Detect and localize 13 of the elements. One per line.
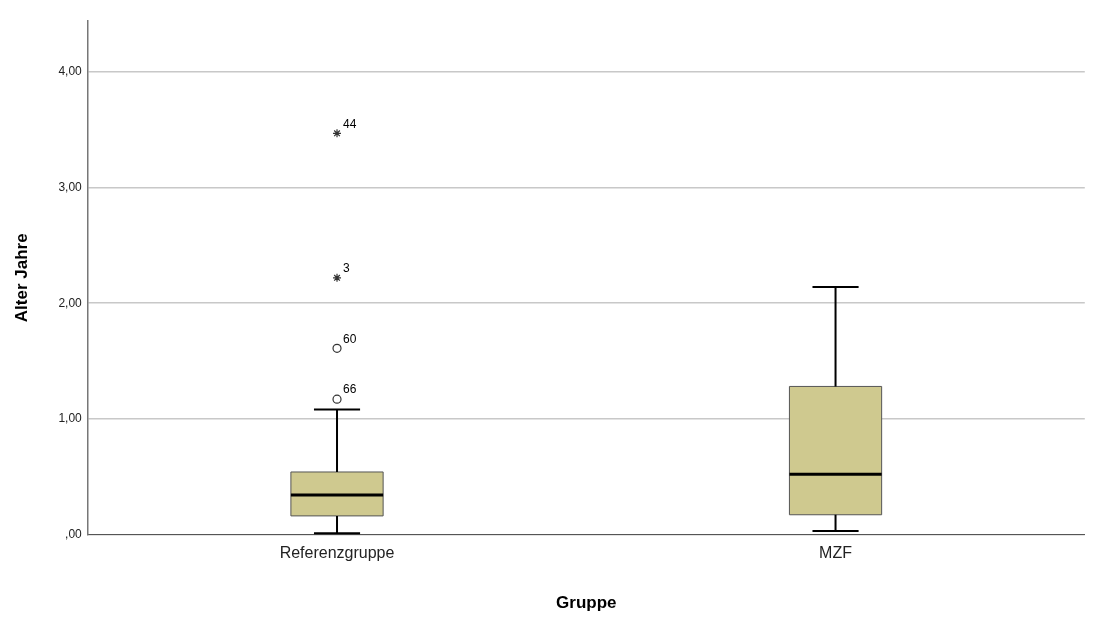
x-tick-label: Referenzgruppe [279, 544, 395, 562]
y-tick-label: 2,00 [58, 295, 83, 310]
y-tick-label: 1,00 [58, 411, 83, 426]
annotation: 66 [343, 382, 357, 397]
annotation: 44 [343, 116, 357, 131]
annotation: 60 [343, 331, 357, 346]
y-tick-label: ,00 [65, 526, 83, 541]
y-tick-label: 3,00 [58, 179, 83, 194]
y-tick-label: 4,00 [58, 64, 83, 79]
x-axis-title: Gruppe [556, 593, 617, 613]
annotation: 3 [343, 261, 351, 276]
x-tick-label: MZF [819, 544, 853, 562]
y-axis-title: Alter Jahre [11, 233, 31, 323]
